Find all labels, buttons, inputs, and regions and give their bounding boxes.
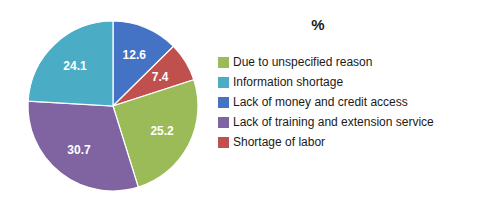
html-text:Due to unspecified reason: Due to unspecified reason <box>233 55 373 69</box>
html-text:Lack of training and extension: Lack of training and extension service <box>233 115 434 129</box>
html-text:Information shortage: Information shortage <box>233 75 344 89</box>
svg-text:25.2: 25.2 <box>150 124 174 138</box>
svg-text:7.4: 7.4 <box>152 70 169 84</box>
html-text:Lack of money and credit acces: Lack of money and credit access <box>233 95 408 109</box>
html-text:Shortage of labor: Shortage of labor <box>233 135 326 149</box>
svg-text:12.6: 12.6 <box>123 48 147 62</box>
svg-text:30.7: 30.7 <box>67 143 91 157</box>
svg-text:24.1: 24.1 <box>63 59 87 73</box>
